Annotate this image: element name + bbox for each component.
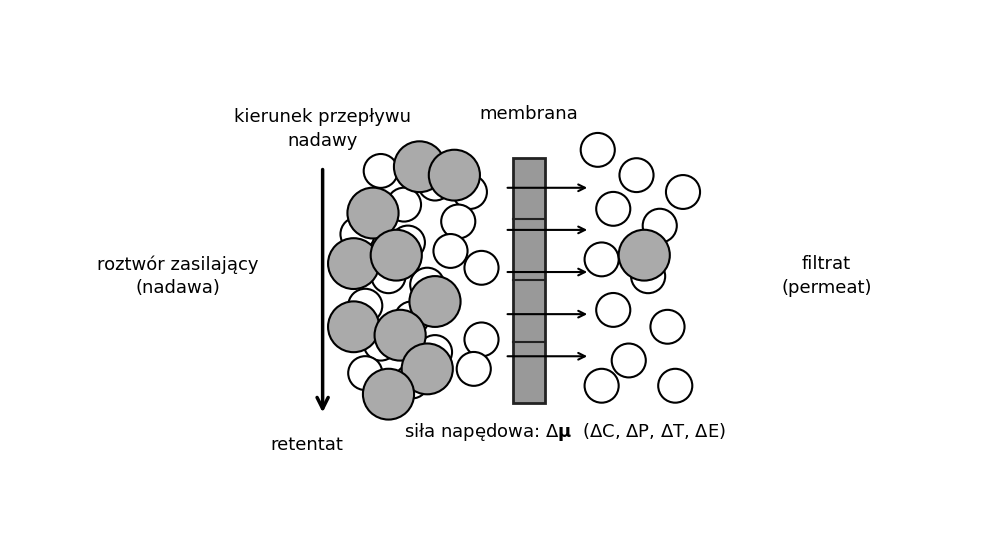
Ellipse shape xyxy=(585,369,619,403)
Text: roztwór zasilający
(nadawa): roztwór zasilający (nadawa) xyxy=(97,255,258,297)
Ellipse shape xyxy=(596,293,630,327)
Ellipse shape xyxy=(666,175,700,209)
Ellipse shape xyxy=(429,150,480,201)
Ellipse shape xyxy=(650,310,685,344)
Ellipse shape xyxy=(433,234,468,268)
Ellipse shape xyxy=(418,335,452,369)
Text: retentat: retentat xyxy=(271,436,344,453)
Ellipse shape xyxy=(364,327,398,360)
Ellipse shape xyxy=(658,369,692,403)
Ellipse shape xyxy=(394,141,445,192)
Ellipse shape xyxy=(643,209,677,243)
Ellipse shape xyxy=(410,267,444,301)
Ellipse shape xyxy=(619,158,654,192)
Ellipse shape xyxy=(453,175,487,209)
Ellipse shape xyxy=(340,217,375,251)
Ellipse shape xyxy=(375,310,426,360)
Ellipse shape xyxy=(348,356,382,390)
Ellipse shape xyxy=(631,259,665,293)
Ellipse shape xyxy=(395,365,429,398)
Ellipse shape xyxy=(619,230,670,281)
Ellipse shape xyxy=(363,369,414,420)
Ellipse shape xyxy=(328,301,379,352)
Text: filtrat
(permeat): filtrat (permeat) xyxy=(781,255,872,297)
Ellipse shape xyxy=(596,192,630,226)
Ellipse shape xyxy=(441,205,475,238)
Ellipse shape xyxy=(581,133,615,167)
Ellipse shape xyxy=(464,251,499,285)
Ellipse shape xyxy=(328,238,379,289)
Ellipse shape xyxy=(387,188,421,222)
Ellipse shape xyxy=(364,154,398,188)
Text: kierunek przepływu
nadawy: kierunek przepływu nadawy xyxy=(234,108,411,150)
Bar xyxy=(512,158,545,403)
Ellipse shape xyxy=(347,188,399,238)
Ellipse shape xyxy=(395,301,429,335)
Ellipse shape xyxy=(409,276,461,327)
Ellipse shape xyxy=(457,352,491,386)
Ellipse shape xyxy=(612,344,646,377)
Ellipse shape xyxy=(391,225,425,259)
Text: membrana: membrana xyxy=(479,104,578,123)
Ellipse shape xyxy=(371,259,406,293)
Ellipse shape xyxy=(402,344,453,394)
Text: siła napędowa: $\Delta\mathbf{\mu}$  ($\Delta$C, $\Delta$P, $\Delta$T, $\Delta$E: siła napędowa: $\Delta\mathbf{\mu}$ ($\D… xyxy=(404,421,726,443)
Ellipse shape xyxy=(348,289,382,323)
Ellipse shape xyxy=(418,167,452,201)
Ellipse shape xyxy=(371,230,422,281)
Ellipse shape xyxy=(464,323,499,356)
Ellipse shape xyxy=(585,242,619,276)
